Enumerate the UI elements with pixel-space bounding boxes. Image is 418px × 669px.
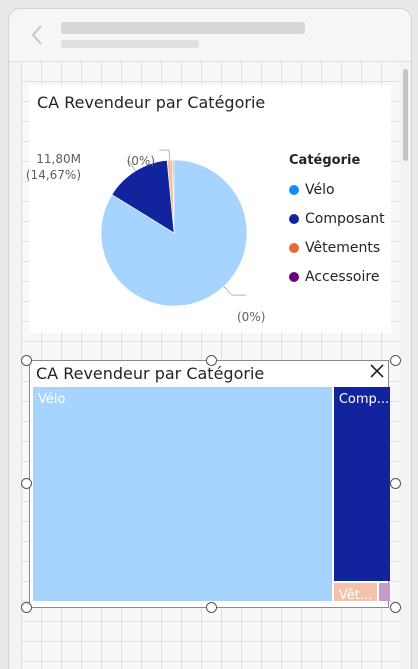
pie-slice-composant (111, 160, 175, 234)
close-icon[interactable] (370, 364, 384, 378)
treemap-area: Vélo Comp... Vêt... (33, 387, 392, 603)
pie-label-composant-percent: (14,67%) (26, 168, 81, 182)
scrollbar[interactable] (403, 69, 408, 161)
composant-leader-line (127, 159, 136, 172)
pie-label-velo: (0%) (237, 310, 265, 324)
pie-slice-velo (100, 159, 248, 307)
treemap-label-velo: Vélo (38, 392, 66, 407)
pie-chart-svg: 11,80M (14,67%) (0%) (0%) (26, 149, 265, 324)
legend-item-vetements[interactable]: Vêtements (289, 233, 385, 262)
pie-label-composant-value: 11,80M (36, 152, 81, 166)
resize-handle-bottom-left[interactable] (21, 602, 32, 613)
legend-dot-velo (289, 184, 299, 195)
vetements-leader-line (159, 149, 171, 161)
mobile-frame: CA Revendeur par Catégorie 11,80M (14,67%… (8, 8, 412, 669)
resize-handle-top-center[interactable] (206, 355, 217, 366)
resize-handle-middle-left[interactable] (21, 478, 32, 489)
chevron-left-icon[interactable] (27, 23, 47, 47)
resize-handle-top-right[interactable] (390, 355, 401, 366)
legend-dot-vetements (289, 242, 299, 253)
legend-label-composant: Composant (305, 210, 385, 227)
treemap-tile-velo[interactable]: Vélo (33, 387, 332, 601)
legend-label-accessoire: Accessoire (305, 268, 380, 285)
legend-title: Catégorie (289, 153, 361, 168)
legend: Catégorie Vélo Composant Vêtements Acces… (289, 153, 385, 291)
legend-item-velo[interactable]: Vélo (289, 175, 385, 204)
report-canvas: CA Revendeur par Catégorie 11,80M (14,67%… (21, 61, 401, 669)
legend-dot-composant (289, 213, 299, 224)
resize-handle-middle-right[interactable] (390, 478, 401, 489)
pie-chart-title: CA Revendeur par Catégorie (37, 93, 266, 112)
treemap-tile-composant[interactable]: Comp... (333, 387, 390, 581)
resize-handle-bottom-center[interactable] (206, 602, 217, 613)
resize-handle-bottom-right[interactable] (390, 602, 401, 613)
legend-item-composant[interactable]: Composant (289, 204, 385, 233)
pie-label-vetements: (0%) (127, 154, 155, 168)
pie-chart-visual[interactable]: CA Revendeur par Catégorie 11,80M (14,67%… (26, 85, 391, 333)
report-subtitle-placeholder (61, 40, 199, 48)
treemap-label-vetements: Vêt... (338, 587, 373, 601)
treemap-label-composant: Comp... (338, 392, 390, 407)
legend-item-accessoire[interactable]: Accessoire (289, 262, 385, 291)
treemap-title: CA Revendeur par Catégorie (36, 364, 265, 383)
resize-handle-top-left[interactable] (21, 355, 32, 366)
velo-leader-line (223, 286, 246, 296)
treemap-visual[interactable]: CA Revendeur par Catégorie Vélo Comp... Vê… (29, 360, 392, 608)
legend-dot-accessoire (289, 271, 299, 282)
top-bar (9, 9, 411, 62)
legend-label-velo: Vélo (305, 181, 335, 198)
legend-label-vetements: Vêtements (305, 239, 381, 256)
treemap-tile-accessoire[interactable] (379, 582, 390, 601)
treemap-tile-vetements[interactable]: Vêt... (333, 582, 378, 601)
report-title-placeholder (61, 22, 305, 34)
